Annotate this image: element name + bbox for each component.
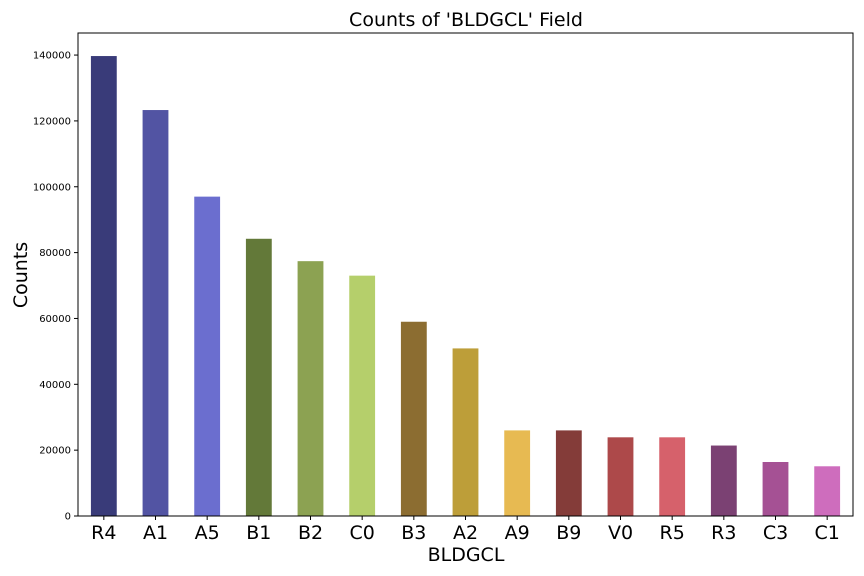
bar-a5 bbox=[194, 196, 221, 516]
bar-a9 bbox=[504, 430, 531, 516]
chart-title: Counts of 'BLDGCL' Field bbox=[349, 9, 583, 31]
y-tick-label-140000: 140000 bbox=[33, 51, 71, 62]
bar-b1 bbox=[245, 238, 272, 516]
y-tick-label-20000: 20000 bbox=[39, 446, 71, 457]
bar-r3 bbox=[710, 445, 737, 516]
x-tick-label-b1: B1 bbox=[246, 522, 271, 544]
x-tick-label-c3: C3 bbox=[763, 522, 788, 544]
x-tick-label-r3: R3 bbox=[711, 522, 736, 544]
bar-b9 bbox=[555, 430, 582, 516]
bar-v0 bbox=[607, 437, 634, 516]
x-tick-label-a5: A5 bbox=[195, 522, 220, 544]
y-tick-label-60000: 60000 bbox=[39, 314, 71, 325]
y-tick-label-100000: 100000 bbox=[33, 182, 71, 193]
bar-c0 bbox=[349, 275, 376, 516]
bar-r4 bbox=[90, 56, 117, 517]
bars-group bbox=[90, 56, 841, 517]
bar-a1 bbox=[142, 110, 169, 517]
x-tick-label-b2: B2 bbox=[298, 522, 323, 544]
x-tick-label-c1: C1 bbox=[814, 522, 839, 544]
bar-b2 bbox=[297, 261, 324, 516]
y-axis-label: Counts bbox=[10, 242, 32, 308]
x-tick-label-a2: A2 bbox=[453, 522, 478, 544]
x-tick-label-a9: A9 bbox=[505, 522, 530, 544]
x-tick-label-b3: B3 bbox=[401, 522, 426, 544]
bar-a2 bbox=[452, 348, 479, 516]
y-tick-label-80000: 80000 bbox=[39, 248, 71, 259]
bar-c1 bbox=[814, 466, 841, 516]
y-axis: 0 20000 40000 60000 80000 100000 120000 140000 bbox=[33, 51, 78, 523]
x-axis: R4 A1 A5 B1 B2 C0 B3 A2 A9 B9 V0 R5 R3 C3 C1 bbox=[91, 516, 840, 544]
x-tick-label-v0: V0 bbox=[608, 522, 633, 544]
bar-r5 bbox=[659, 437, 686, 516]
x-axis-label: BLDGCL bbox=[428, 544, 505, 566]
x-tick-label-c0: C0 bbox=[349, 522, 374, 544]
x-tick-label-a1: A1 bbox=[143, 522, 168, 544]
plot-frame bbox=[77, 32, 854, 517]
x-tick-label-b9: B9 bbox=[556, 522, 581, 544]
bar-c3 bbox=[762, 462, 789, 516]
y-tick-label-0: 0 bbox=[65, 512, 71, 523]
y-tick-label-40000: 40000 bbox=[39, 380, 71, 391]
y-tick-label-120000: 120000 bbox=[33, 116, 71, 127]
x-tick-label-r4: R4 bbox=[91, 522, 116, 544]
bar-b3 bbox=[400, 321, 427, 516]
x-tick-label-r5: R5 bbox=[660, 522, 685, 544]
